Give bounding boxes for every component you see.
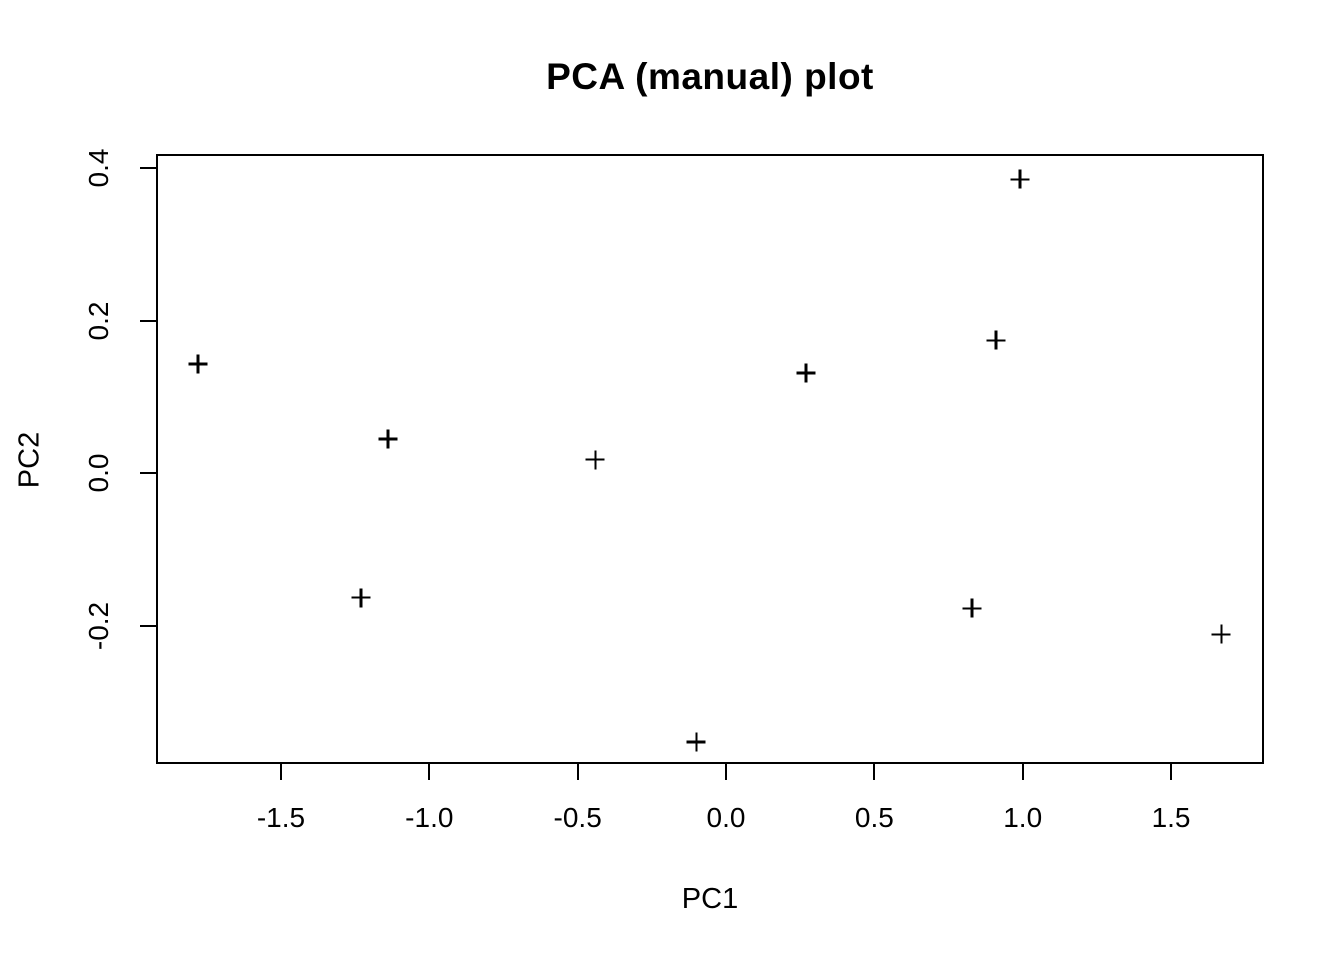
data-point-plus-marker (188, 354, 208, 374)
x-axis-tick (279, 763, 282, 780)
chart-title: PCA (manual) plot (546, 56, 874, 97)
x-axis-tick-label: -1.5 (256, 802, 306, 833)
x-axis-tick (873, 763, 876, 780)
x-axis-tick-label: 0.0 (706, 802, 746, 833)
data-point-plus-marker (585, 450, 605, 470)
x-axis-tick-label: -1.0 (405, 802, 454, 833)
x-axis-tick (725, 763, 727, 780)
x-axis-tick (428, 763, 431, 780)
data-point-plus-marker (1010, 169, 1030, 189)
x-axis-label: PC1 (681, 883, 739, 915)
y-axis-tick (140, 319, 157, 322)
y-axis-tick (140, 624, 157, 627)
data-point-plus-marker (351, 588, 371, 608)
x-axis-tick-label: 1.0 (1003, 802, 1043, 833)
data-point-plus-marker (1211, 624, 1231, 644)
data-point-plus-marker (986, 330, 1006, 350)
plot-area (156, 154, 1264, 764)
x-axis-tick (576, 763, 579, 780)
y-axis-label: PC2 (13, 431, 46, 489)
x-axis-tick (1170, 763, 1173, 780)
data-point-plus-marker (686, 732, 706, 752)
y-axis-tick (140, 166, 157, 169)
y-axis-tick-label: 0.4 (83, 148, 114, 188)
y-axis-tick (140, 472, 157, 475)
x-axis-tick-label: -0.5 (553, 802, 602, 833)
x-axis-tick-label: 0.5 (854, 802, 894, 833)
x-axis-tick-label: 1.5 (1151, 802, 1191, 833)
data-point-plus-marker (796, 363, 816, 383)
x-axis-tick (1021, 763, 1024, 780)
data-point-plus-marker (378, 429, 398, 449)
y-axis-tick-label: 0.0 (83, 453, 114, 493)
data-point-plus-marker (962, 598, 982, 618)
y-axis-tick-label: -0.2 (83, 601, 114, 651)
y-axis-tick-label: 0.2 (83, 301, 114, 341)
